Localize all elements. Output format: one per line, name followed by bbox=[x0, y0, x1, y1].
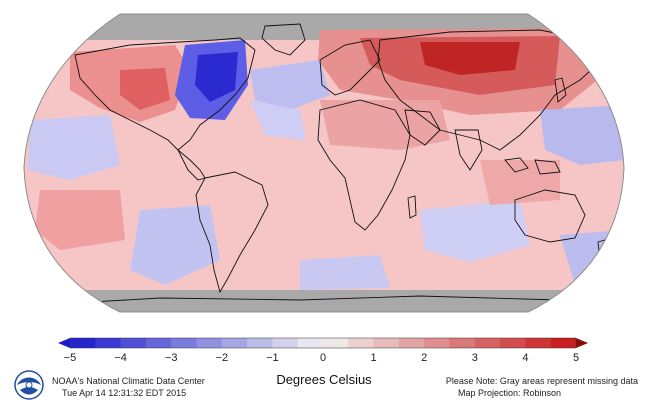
legend-color-cell bbox=[196, 338, 223, 348]
legend-color-cell bbox=[323, 338, 349, 348]
legend-color-cell bbox=[221, 338, 248, 348]
great-lakes-cold-core bbox=[195, 52, 238, 102]
legend-tick-label: −2 bbox=[216, 352, 229, 364]
legend-color-cell bbox=[500, 338, 526, 348]
legend-color-cell bbox=[297, 338, 324, 348]
legend-tick-label: −3 bbox=[165, 352, 178, 364]
mid-atlantic-cool bbox=[250, 100, 305, 140]
legend-tick-label: 3 bbox=[472, 352, 478, 364]
legend-color-cell bbox=[95, 338, 121, 348]
africa-outline bbox=[317, 99, 411, 231]
maritime-continent-warm bbox=[480, 160, 560, 205]
legend-tick-label: 0 bbox=[320, 352, 326, 364]
legend-arrow-warm bbox=[576, 338, 588, 348]
europe-outline bbox=[319, 39, 381, 96]
legend-color-cell bbox=[525, 338, 552, 348]
greenland-outline bbox=[261, 23, 306, 56]
arabia-outline bbox=[404, 109, 441, 146]
noaa-logo-icon bbox=[14, 370, 44, 400]
legend-color-cell bbox=[171, 338, 197, 348]
north-atlantic-cool bbox=[250, 60, 330, 110]
south-atlantic-cool bbox=[300, 255, 390, 290]
south-indian-cool bbox=[420, 200, 530, 262]
north-africa-warm bbox=[320, 100, 450, 150]
east-pacific-cool bbox=[28, 115, 120, 180]
legend-color-cell bbox=[120, 338, 147, 348]
madagascar-outline bbox=[407, 195, 417, 219]
timestamp-label: Tue Apr 14 12:31:32 EDT 2015 bbox=[62, 388, 187, 398]
temperature-anomaly-map bbox=[23, 13, 625, 313]
west-pacific-cool bbox=[540, 105, 624, 165]
projection-border bbox=[23, 13, 625, 313]
missing-data-note: Please Note: Gray areas represent missin… bbox=[445, 376, 638, 386]
legend-color-cell bbox=[449, 338, 476, 348]
australia-outline bbox=[514, 189, 586, 243]
legend-color-cell bbox=[70, 338, 96, 348]
legend-tick-label: −1 bbox=[266, 352, 279, 364]
legend-tick-label: −5 bbox=[64, 352, 77, 364]
north-america-west-hot bbox=[120, 68, 170, 110]
legend-tick-label: 4 bbox=[522, 352, 528, 364]
coastlines bbox=[39, 23, 621, 307]
legend-tick-label: 1 bbox=[371, 352, 377, 364]
indonesia-outline bbox=[504, 157, 529, 173]
borneo-outline bbox=[534, 159, 561, 175]
legend-color-cell bbox=[348, 338, 374, 348]
legend-color-cell bbox=[474, 338, 501, 348]
legend-tick-label: −4 bbox=[114, 352, 127, 364]
organization-label: NOAA's National Climatic Data Center bbox=[52, 376, 205, 386]
legend-color-cell bbox=[145, 338, 172, 348]
siberia-hot-core bbox=[420, 42, 520, 75]
projection-label: Map Projection: Robinson bbox=[458, 388, 562, 398]
legend-frame bbox=[69, 337, 577, 349]
legend-color-cell bbox=[373, 338, 400, 348]
legend-units-label: Degrees Celsius bbox=[276, 372, 372, 387]
north-america-outline bbox=[74, 37, 256, 151]
legend-tick-label: 5 bbox=[573, 352, 579, 364]
southeast-pacific-cool bbox=[130, 205, 220, 285]
legend-arrow-cold bbox=[58, 338, 70, 348]
color-legend: −5 −4 −3 −2 −1 0 1 2 3 4 5 bbox=[0, 330, 648, 370]
south-america-outline bbox=[195, 171, 269, 294]
anomaly-map bbox=[23, 13, 625, 313]
legend-color-cell bbox=[550, 338, 577, 348]
japan-outline bbox=[554, 77, 567, 103]
legend-tick-label: 2 bbox=[421, 352, 427, 364]
india-outline bbox=[454, 129, 483, 171]
south-pacific-warm bbox=[35, 190, 125, 250]
color-legend-bar: −5 −4 −3 −2 −1 0 1 2 3 4 5 bbox=[58, 337, 588, 364]
footer: NOAA's National Climatic Data Center Tue… bbox=[0, 364, 648, 404]
legend-color-cell bbox=[247, 338, 273, 348]
legend-color-cell bbox=[398, 338, 425, 348]
antarctic-missing-region bbox=[24, 290, 624, 312]
legend-color-cell bbox=[424, 338, 450, 348]
legend-color-cell bbox=[272, 338, 299, 348]
